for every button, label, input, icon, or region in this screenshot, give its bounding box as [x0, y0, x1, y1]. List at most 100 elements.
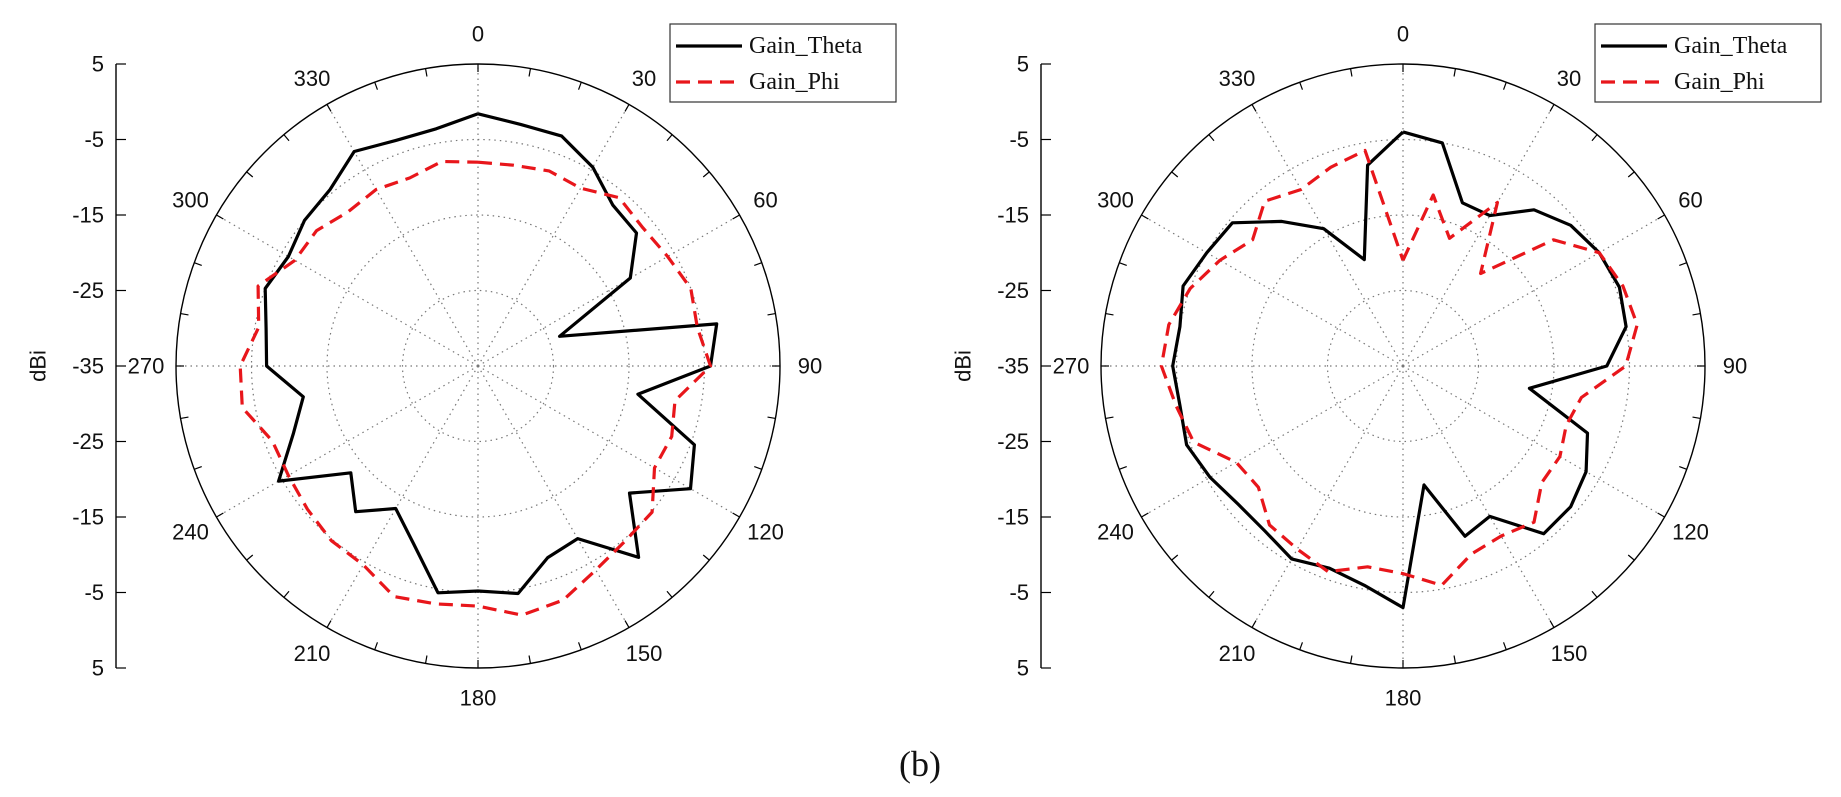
radial-tick-label: -15 — [72, 505, 104, 530]
angle-tick-mark — [424, 68, 428, 77]
legend: Gain_Theta Gain_Phi — [1594, 23, 1822, 103]
angle-tick-mark — [1119, 465, 1127, 470]
radial-tick-label: 5 — [1017, 656, 1029, 681]
angle-tick-mark — [1679, 465, 1687, 470]
grid-spoke — [477, 365, 740, 518]
angle-tick-mark — [754, 465, 762, 470]
radial-tick-label: -25 — [997, 278, 1029, 303]
angle-tick-mark — [1549, 620, 1555, 628]
legend: Gain_Theta Gain_Phi — [669, 23, 897, 103]
angle-tick-mark — [283, 134, 290, 142]
grid-circle — [326, 214, 630, 518]
angle-tick-mark — [1171, 171, 1179, 178]
angle-tick-mark — [1591, 590, 1598, 598]
angle-tick-mark — [216, 214, 224, 220]
angle-tick-mark — [246, 171, 254, 178]
grid-circle — [1326, 289, 1480, 443]
angle-tick-mark — [577, 642, 582, 650]
angle-tick-mark — [1657, 512, 1665, 518]
angle-tick-mark — [326, 104, 332, 112]
angle-tick-mark — [702, 554, 710, 561]
angle-tick-mark — [624, 620, 630, 628]
grid-spoke — [216, 214, 479, 367]
legend-box — [1594, 23, 1822, 103]
angle-tick-label: 210 — [1219, 641, 1256, 666]
angle-tick-mark — [326, 620, 332, 628]
angle-tick-mark — [1453, 655, 1457, 664]
angle-tick-mark — [1627, 171, 1635, 178]
angle-tick-mark — [1502, 82, 1507, 90]
angle-tick-mark — [1627, 554, 1635, 561]
angle-tick-mark — [1171, 554, 1179, 561]
angle-tick-label: 0 — [472, 22, 484, 47]
grid-spoke — [1251, 365, 1404, 628]
radial-tick-label: -5 — [84, 127, 104, 152]
angle-tick-mark — [577, 82, 582, 90]
angle-tick-mark — [283, 590, 290, 598]
angle-tick-label: 330 — [1219, 66, 1256, 91]
angle-tick-label: 150 — [1551, 641, 1588, 666]
angle-tick-label: 240 — [172, 520, 209, 545]
angle-tick-label: 0 — [1397, 22, 1409, 47]
radial-axis-label: dBi — [26, 350, 51, 382]
angle-tick-label: 60 — [1678, 188, 1702, 213]
angle-tick-label: 270 — [128, 354, 165, 379]
angle-tick-label: 180 — [460, 686, 497, 711]
angle-tick-mark — [424, 655, 428, 664]
angle-tick-mark — [1251, 620, 1257, 628]
angle-tick-mark — [194, 465, 202, 470]
grid-spoke — [477, 104, 630, 367]
angle-tick-mark — [1657, 214, 1665, 220]
angle-tick-mark — [1453, 68, 1457, 77]
grid-spoke — [1141, 365, 1404, 518]
angle-tick-mark — [666, 134, 673, 142]
angle-tick-label: 150 — [626, 641, 663, 666]
angle-tick-mark — [767, 416, 776, 420]
grid-spoke — [1402, 365, 1555, 628]
angle-tick-label: 300 — [172, 188, 209, 213]
grid-spoke — [477, 365, 630, 628]
figure-label: (b) — [899, 744, 941, 784]
radial-tick-label: -5 — [84, 580, 104, 605]
radial-tick-label: -15 — [997, 505, 1029, 530]
angle-tick-label: 120 — [747, 520, 784, 545]
grid-spoke — [1402, 214, 1665, 367]
grid-spoke — [1402, 104, 1555, 367]
angle-tick-label: 210 — [294, 641, 331, 666]
angle-tick-mark — [180, 312, 189, 316]
angle-tick-mark — [1591, 134, 1598, 142]
grid-spoke — [1141, 214, 1404, 367]
angle-tick-mark — [767, 312, 776, 316]
legend-box — [669, 23, 897, 103]
angle-tick-mark — [666, 590, 673, 598]
grid-spoke — [477, 214, 740, 367]
grid-circle — [1251, 214, 1555, 518]
angle-tick-mark — [528, 655, 532, 664]
angle-tick-mark — [1141, 512, 1149, 518]
angle-tick-mark — [732, 512, 740, 518]
radial-tick-label: -15 — [997, 203, 1029, 228]
angle-tick-label: 300 — [1097, 188, 1134, 213]
series-gain-phi-line — [1159, 148, 1639, 587]
grid-spoke — [326, 365, 479, 628]
angle-tick-mark — [1105, 416, 1114, 420]
angle-tick-label: 180 — [1385, 686, 1422, 711]
angle-tick-mark — [528, 68, 532, 77]
radial-tick-label: 5 — [1017, 52, 1029, 77]
radial-tick-label: -35 — [997, 354, 1029, 379]
angle-tick-mark — [1502, 642, 1507, 650]
grid-spoke — [326, 104, 479, 367]
radial-tick-label: -15 — [72, 203, 104, 228]
radial-tick-label: -25 — [72, 429, 104, 454]
angle-tick-mark — [374, 642, 379, 650]
radial-axis-label: dBi — [951, 350, 976, 382]
angle-tick-mark — [1119, 262, 1127, 267]
angle-tick-mark — [1141, 214, 1149, 220]
angle-tick-label: 30 — [1557, 66, 1581, 91]
angle-tick-mark — [180, 416, 189, 420]
angle-tick-mark — [1349, 655, 1353, 664]
radial-tick-label: -25 — [72, 278, 104, 303]
angle-tick-mark — [1549, 104, 1555, 112]
angle-tick-label: 120 — [1672, 520, 1709, 545]
